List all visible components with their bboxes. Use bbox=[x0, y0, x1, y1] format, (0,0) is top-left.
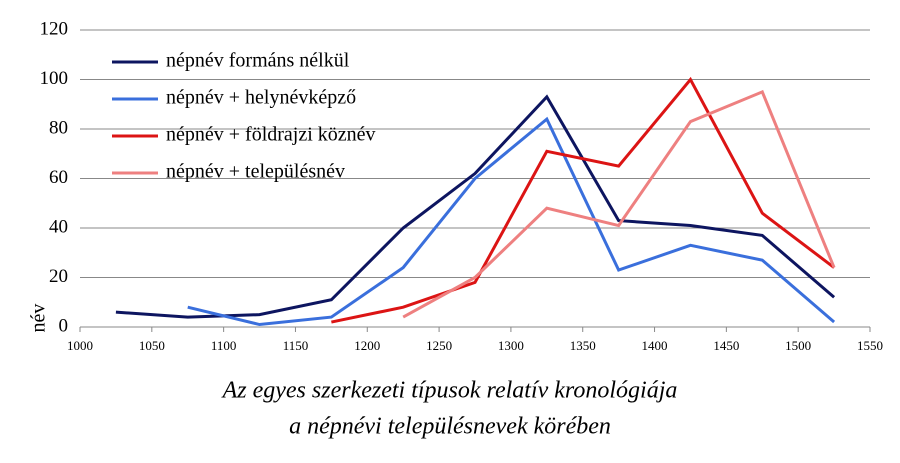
legend-label: népnév formáns nélkül bbox=[166, 50, 350, 72]
y-tick-label: 0 bbox=[59, 315, 69, 336]
y-axis-label: név bbox=[28, 304, 50, 333]
x-tick-label: 1200 bbox=[354, 338, 380, 353]
y-tick-label: 40 bbox=[49, 216, 68, 237]
x-tick-label: 1300 bbox=[498, 338, 524, 353]
series-line bbox=[187, 116, 836, 327]
series-line bbox=[115, 94, 836, 319]
y-tick-label: 120 bbox=[40, 18, 69, 39]
series-line bbox=[331, 76, 835, 324]
x-tick-label: 1150 bbox=[283, 338, 309, 353]
x-tick-label: 1350 bbox=[570, 338, 596, 353]
y-tick-label: 20 bbox=[49, 266, 68, 287]
caption: Az egyes szerkezeti típusok relatív kron… bbox=[221, 378, 678, 404]
x-tick-label: 1050 bbox=[139, 338, 165, 353]
legend-label: népnév + helynévképző bbox=[166, 87, 356, 109]
x-tick-label: 1000 bbox=[67, 338, 93, 353]
legend-label: népnév + földrajzi köznév bbox=[166, 124, 376, 146]
x-tick-label: 1250 bbox=[426, 338, 452, 353]
x-tick-label: 1550 bbox=[857, 338, 883, 353]
y-tick-label: 60 bbox=[49, 167, 68, 188]
x-tick-label: 1450 bbox=[713, 338, 739, 353]
x-tick-label: 1100 bbox=[211, 338, 237, 353]
x-tick-label: 1500 bbox=[785, 338, 811, 353]
x-tick-label: 1400 bbox=[642, 338, 668, 353]
y-tick-label: 100 bbox=[40, 68, 69, 89]
series-line bbox=[402, 89, 836, 319]
y-tick-label: 80 bbox=[49, 117, 68, 138]
legend-label: népnév + településnév bbox=[166, 161, 345, 183]
caption: a népnévi településnevek körében bbox=[289, 414, 611, 440]
